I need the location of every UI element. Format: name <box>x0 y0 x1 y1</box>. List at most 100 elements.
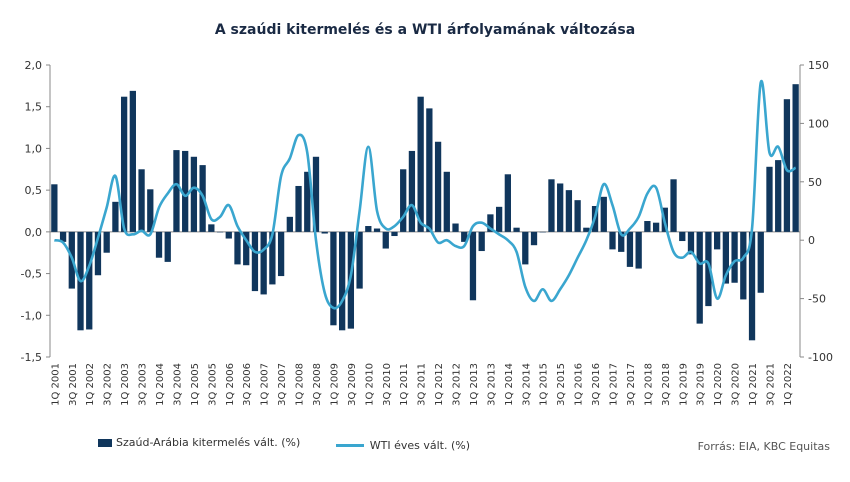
production-bar <box>792 84 799 232</box>
y-left-tick-label: 0,5 <box>25 184 43 197</box>
x-tick-label: 1Q 2005 <box>190 363 201 406</box>
x-tick-label: 1Q 2015 <box>539 363 550 406</box>
x-tick-label: 3Q 2003 <box>138 363 149 406</box>
production-bar <box>59 231 67 242</box>
production-bar <box>652 222 660 232</box>
production-bar <box>513 227 520 232</box>
production-bar <box>766 166 773 232</box>
production-bar <box>495 206 503 232</box>
x-tick-label: 1Q 2009 <box>329 363 340 406</box>
production-bar <box>722 231 730 284</box>
production-bar <box>155 231 163 258</box>
production-bar <box>356 231 363 289</box>
x-tick-label: 1Q 2020 <box>713 363 724 406</box>
production-bar <box>234 231 241 265</box>
x-tick-label: 1Q 2014 <box>504 363 515 406</box>
y-left-tick-label: -0,5 <box>21 268 42 281</box>
production-bar <box>530 231 538 246</box>
production-bar <box>304 171 311 232</box>
x-tick-label: 3Q 2007 <box>277 363 288 406</box>
production-bar <box>86 231 93 330</box>
x-tick-label: 1Q 2022 <box>783 363 794 406</box>
production-bar <box>478 231 485 252</box>
y-left-tick-label: 1,0 <box>25 142 43 155</box>
production-bar <box>339 231 346 331</box>
legend-item-wti: WTI éves vált. (%) <box>335 438 471 452</box>
x-tick-label: 3Q 2014 <box>521 363 532 406</box>
production-bar <box>103 231 110 253</box>
x-tick-label: 3Q 2018 <box>661 363 672 406</box>
x-tick-label: 1Q 2017 <box>609 363 620 406</box>
x-tick-label: 3Q 2001 <box>68 363 79 406</box>
production-bar <box>609 231 616 250</box>
x-tick-label: 3Q 2002 <box>103 363 114 406</box>
production-bar <box>373 228 381 232</box>
production-bar <box>783 99 791 232</box>
production-bar <box>452 223 459 232</box>
production-bar <box>487 214 494 232</box>
production-bar <box>164 231 171 262</box>
production-bar <box>687 231 695 255</box>
source-note: Forrás: EIA, KBC Equitas <box>697 440 830 453</box>
x-tick-label: 1Q 2013 <box>469 363 480 406</box>
production-bar <box>129 90 136 232</box>
production-bar <box>182 150 189 232</box>
x-tick-label: 1Q 2018 <box>643 363 654 406</box>
x-tick-label: 3Q 2021 <box>765 363 776 406</box>
production-bar <box>286 216 293 232</box>
x-tick-label: 1Q 2002 <box>85 363 96 406</box>
production-bar <box>120 96 128 232</box>
production-bar <box>269 231 276 285</box>
production-bar <box>216 231 224 233</box>
y-left-tick-label: -1,0 <box>21 309 42 322</box>
x-tick-label: 1Q 2019 <box>678 363 689 406</box>
production-bar <box>731 231 738 283</box>
y-right-tick-label: 150 <box>808 59 829 72</box>
y-right-tick-label: 50 <box>808 176 822 189</box>
x-tick-label: 3Q 2009 <box>347 363 358 406</box>
production-bar <box>679 231 686 242</box>
production-bar <box>51 184 58 232</box>
production-bar <box>251 231 259 292</box>
production-bar <box>469 231 477 301</box>
production-bar <box>312 156 320 232</box>
ticks-layer: -1,5 -1,0 -0,5 0,0 0,5 1,0 1,5 2,0 -100 -50 0 50 100… <box>21 59 833 406</box>
production-bar <box>277 231 285 277</box>
x-tick-label: 1Q 2012 <box>434 363 445 406</box>
production-bar <box>94 231 102 276</box>
x-tick-label: 3Q 2004 <box>172 363 183 406</box>
legend-label-production: Szaúd-Arábia kitermelés vált. (%) <box>116 436 301 449</box>
production-bar <box>557 183 564 232</box>
x-tick-label: 1Q 2016 <box>574 363 585 406</box>
production-bar <box>714 231 721 250</box>
production-bar <box>225 231 232 239</box>
y-left-tick-label: 2,0 <box>25 59 43 72</box>
legend: Szaúd-Arábia kitermelés vált. (%) WTI év… <box>98 436 502 452</box>
axes-layer <box>49 65 801 357</box>
chart-title: A szaúdi kitermelés és a WTI árfolyamána… <box>214 22 636 38</box>
legend-item-production: Szaúd-Arábia kitermelés vált. (%) <box>98 436 300 449</box>
production-bar <box>408 150 416 232</box>
production-bar <box>138 169 145 232</box>
x-tick-label: 1Q 2008 <box>295 363 306 406</box>
production-bar <box>321 231 328 234</box>
production-bar <box>112 201 119 232</box>
x-tick-label: 3Q 2008 <box>312 363 323 406</box>
x-tick-label: 1Q 2010 <box>364 363 375 406</box>
production-bar <box>426 108 433 232</box>
production-bar <box>583 227 590 232</box>
production-bar <box>670 179 677 232</box>
production-bar <box>600 196 607 232</box>
legend-label-wti: WTI éves vált. (%) <box>369 438 471 452</box>
production-bar <box>574 200 581 232</box>
production-bar <box>443 171 450 232</box>
legend-swatch-bar <box>98 438 112 447</box>
x-tick-label: 1Q 2006 <box>225 363 236 406</box>
production-bar <box>626 231 634 267</box>
production-bar <box>565 190 573 232</box>
y-left-tick-label: -1,5 <box>21 351 42 364</box>
x-tick-label: 1Q 2011 <box>399 363 410 406</box>
production-bar <box>365 226 372 232</box>
production-bar <box>260 231 267 295</box>
